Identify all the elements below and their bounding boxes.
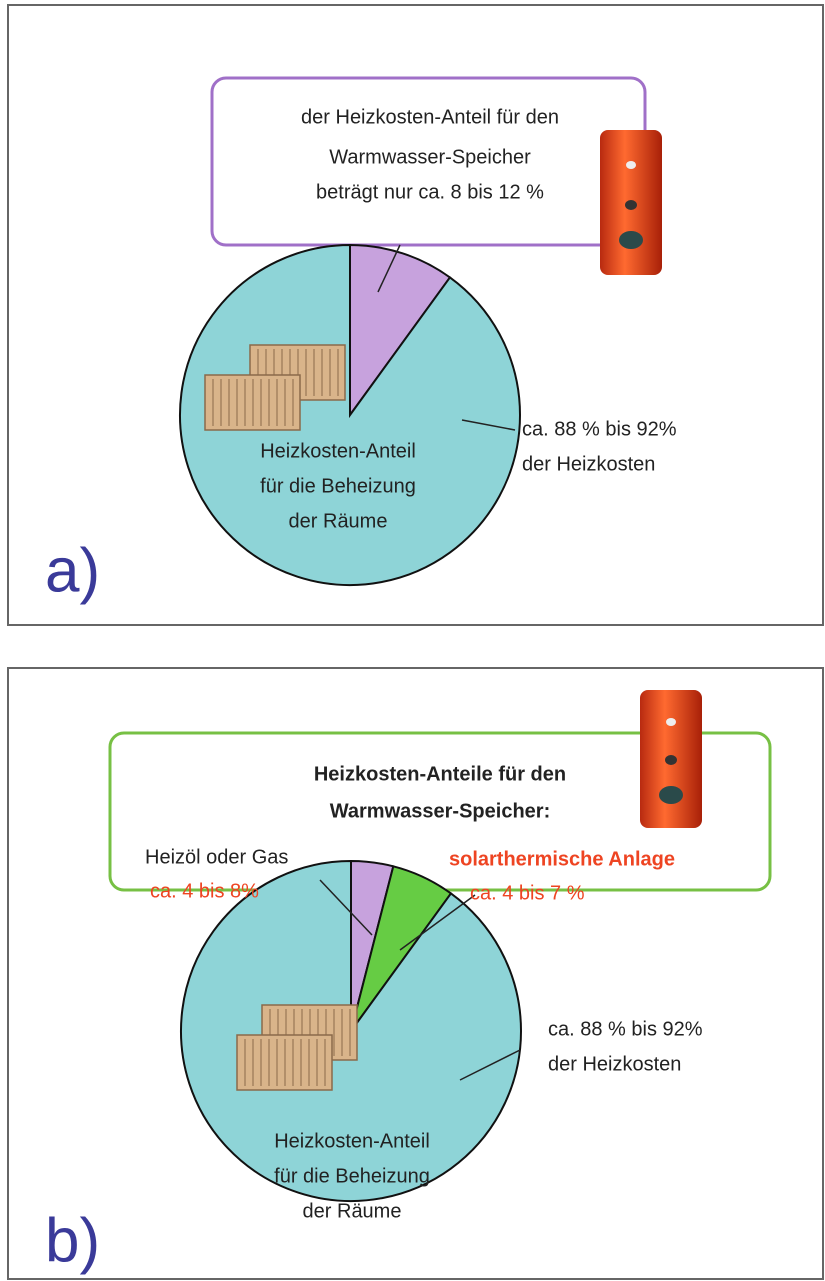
outer-label: der Heizkosten	[522, 453, 655, 475]
page: a) der Heizkosten-Anteil für den Warmwasse…	[0, 0, 825, 1281]
inner-label: Heizkosten-Anteil	[260, 440, 416, 462]
inner-label: der Räume	[289, 510, 388, 532]
outer-label: der Heizkosten	[548, 1053, 681, 1075]
inner-label: der Räume	[303, 1200, 402, 1222]
callout-text: der Heizkosten-Anteil für den	[301, 106, 559, 128]
panel-label: b)	[45, 1206, 100, 1275]
tank-icon	[640, 690, 702, 828]
outer-label: ca. 88 % bis 92%	[522, 418, 677, 440]
callout-text: Heizkosten-Anteile für den	[314, 763, 566, 785]
callout-text: Warmwasser-Speicher	[329, 146, 531, 168]
tank-icon	[600, 130, 662, 275]
callout-text: Warmwasser-Speicher:	[330, 800, 550, 822]
callout-text: beträgt nur ca. 8 bis 12 %	[316, 181, 544, 203]
outer-label: ca. 88 % bis 92%	[548, 1018, 703, 1040]
annotation-name: Heizöl oder Gas	[145, 846, 288, 868]
panel-label: a)	[45, 536, 100, 605]
inner-label: Heizkosten-Anteil	[274, 1130, 430, 1152]
inner-label: für die Beheizung	[260, 475, 416, 497]
inner-label: für die Beheizung	[274, 1165, 430, 1187]
annotation-range: ca. 4 bis 8%	[150, 880, 259, 902]
annotation-range: ca. 4 bis 7 %	[470, 882, 585, 904]
annotation-name: solarthermische Anlage	[449, 848, 675, 870]
